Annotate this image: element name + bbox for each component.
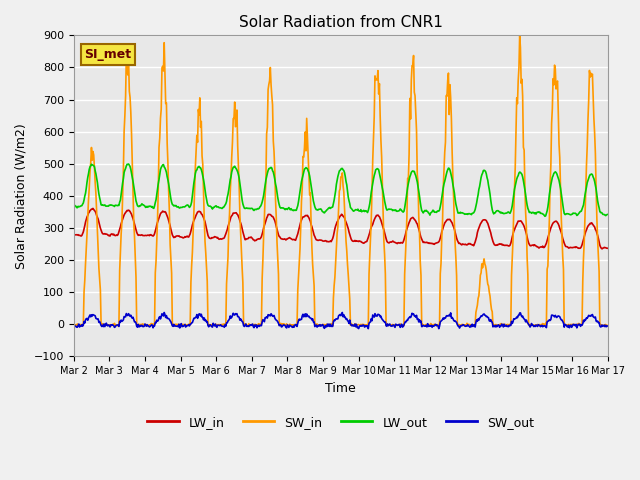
LW_out bbox=[541, 214, 548, 219]
LW_out bbox=[70, 201, 77, 206]
SW_out bbox=[406, 314, 413, 320]
SW_out bbox=[422, 323, 429, 329]
LW_out bbox=[218, 205, 225, 211]
LW_in bbox=[189, 220, 197, 226]
LW_out bbox=[189, 186, 197, 192]
Legend: LW_in, SW_in, LW_out, SW_out: LW_in, SW_in, LW_out, SW_out bbox=[142, 411, 540, 434]
SW_out bbox=[161, 310, 168, 315]
Y-axis label: Solar Radiation (W/m2): Solar Radiation (W/m2) bbox=[15, 123, 28, 269]
LW_in bbox=[406, 218, 413, 224]
Text: SI_met: SI_met bbox=[84, 48, 131, 61]
SW_out bbox=[79, 322, 87, 328]
LW_in bbox=[218, 236, 225, 242]
X-axis label: Time: Time bbox=[326, 382, 356, 395]
SW_out bbox=[70, 322, 77, 327]
SW_in bbox=[70, 322, 77, 327]
LW_in bbox=[135, 232, 143, 238]
SW_out bbox=[435, 326, 443, 332]
SW_in bbox=[135, 322, 143, 327]
LW_in bbox=[604, 245, 611, 251]
LW_in bbox=[89, 205, 97, 211]
SW_in bbox=[516, 33, 524, 38]
LW_in bbox=[422, 240, 429, 245]
SW_in bbox=[189, 230, 197, 236]
SW_out bbox=[134, 322, 142, 327]
Line: LW_in: LW_in bbox=[74, 208, 607, 249]
SW_in bbox=[406, 96, 413, 101]
LW_out bbox=[135, 204, 143, 209]
SW_in bbox=[218, 322, 225, 328]
SW_in bbox=[422, 322, 429, 328]
SW_out bbox=[189, 317, 197, 323]
SW_in bbox=[79, 323, 87, 328]
SW_out bbox=[218, 323, 225, 329]
SW_in bbox=[604, 323, 611, 328]
SW_in bbox=[113, 323, 121, 329]
Line: LW_out: LW_out bbox=[74, 164, 607, 216]
Line: SW_out: SW_out bbox=[74, 312, 607, 329]
LW_out bbox=[604, 212, 611, 217]
LW_out bbox=[125, 161, 132, 167]
Line: SW_in: SW_in bbox=[74, 36, 607, 326]
LW_in bbox=[598, 246, 606, 252]
LW_in bbox=[79, 229, 87, 235]
LW_in bbox=[70, 231, 77, 237]
LW_out bbox=[406, 174, 413, 180]
SW_out bbox=[604, 323, 611, 329]
Title: Solar Radiation from CNR1: Solar Radiation from CNR1 bbox=[239, 15, 443, 30]
LW_out bbox=[79, 200, 87, 206]
LW_out bbox=[422, 208, 429, 214]
